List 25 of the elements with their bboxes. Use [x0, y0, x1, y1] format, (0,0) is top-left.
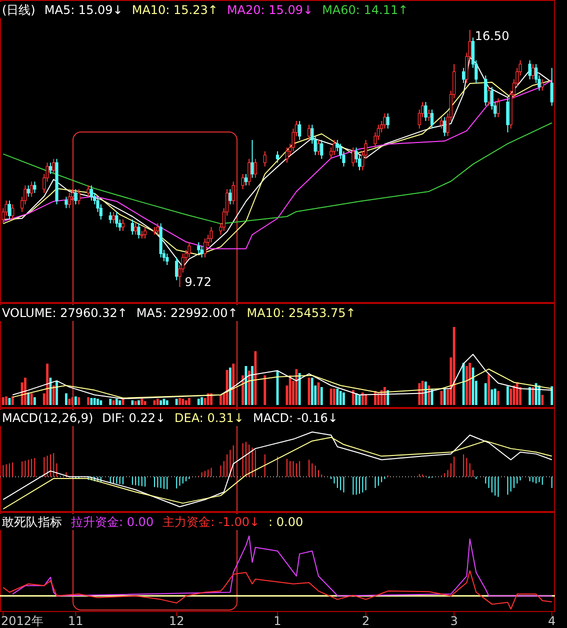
x-tick-label: 2 [362, 614, 370, 628]
text: MA60: 14.11↑ [322, 3, 408, 17]
x-tick-label: 12 [168, 614, 184, 628]
text: DEA: 0.31↓ [174, 411, 244, 425]
text: MA5: 22992.00↑ [136, 306, 238, 320]
text: DIF: 0.22↓ [102, 411, 166, 425]
x-tick-label: 2012年 [1, 614, 44, 628]
text: MA20: 15.09↓ [226, 3, 314, 17]
x-tick-label: 11 [68, 614, 84, 628]
x-tick-label: 4 [548, 614, 556, 628]
ref-line-label: : 0.00 [268, 515, 304, 529]
chart-title: (日线) [2, 3, 36, 17]
x-tick-label: 1 [274, 614, 282, 628]
text: MA5: 15.09↓ [44, 3, 123, 17]
annotation: 16.50 [474, 29, 510, 43]
text: 拉升资金: 0.00 [71, 515, 154, 529]
text: MACD: -0.16↓ [252, 411, 338, 425]
text: MA10: 25453.75↑ [246, 306, 356, 320]
chart-title: VOLUME: 27960.32↑ [2, 306, 128, 320]
chart-title: 敢死队指标 [2, 515, 62, 529]
annotation: 9.72 [184, 275, 212, 289]
chart-title: MACD(12,26,9) [2, 411, 94, 425]
text: 主力资金: -1.00↓ [162, 515, 260, 529]
text: MA10: 15.23↑ [132, 3, 218, 17]
x-tick-label: 3 [450, 614, 458, 628]
